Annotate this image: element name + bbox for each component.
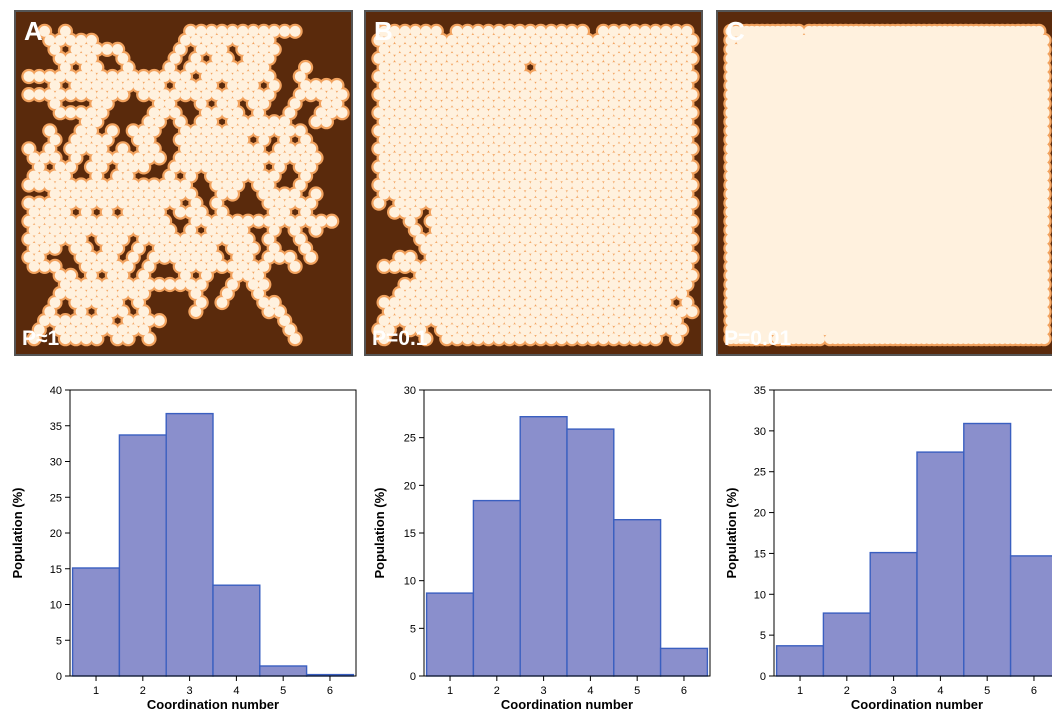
x-tick-label: 4 [587,685,593,697]
cluster-panel-c: C P=0.01 [716,10,1052,356]
cluster-image-c [723,23,1052,347]
y-tick-label: 0 [410,671,416,683]
x-axis-label: Coordination number [851,697,983,712]
y-tick-label: 15 [754,548,766,560]
y-tick-label: 35 [754,385,766,397]
probability-label-b: P=0.1 [372,327,428,350]
y-tick-label: 0 [56,671,62,683]
bar-1 [775,645,825,677]
y-tick-label: 30 [50,457,62,469]
y-tick-label: 10 [404,576,416,588]
y-tick-label: 20 [754,508,766,520]
x-tick-label: 1 [447,685,453,697]
x-tick-label: 5 [634,685,640,697]
x-tick-label: 6 [1031,685,1037,697]
bar-5 [613,518,662,677]
x-tick-label: 4 [233,685,239,697]
bar-4 [916,451,965,677]
bar-5 [963,422,1012,677]
probability-label-a: P≈1 [22,327,60,350]
histogram-a-svg: 0 5 10 15 20 25 30 35 40 1 2 3 4 5 6 Coordination numbe… [10,385,357,712]
y-tick-label: 5 [56,635,62,647]
histogram-b-svg: 0 5 10 15 20 25 30 1 2 3 4 5 6 Coordination number Pop… [372,385,711,712]
bar-3 [519,416,568,677]
histogram-c: 0 5 10 15 20 25 30 35 1 2 3 4 5 6 Coordination number P… [714,370,1052,722]
y-tick-label: 25 [50,492,62,504]
x-tick-label: 5 [280,685,286,697]
cluster-image-b [371,23,700,347]
bar-5 [259,665,308,677]
y-tick-label: 10 [50,600,62,612]
x-tick-label: 2 [494,685,500,697]
y-tick-label: 20 [50,528,62,540]
y-tick-label: 10 [754,589,766,601]
x-tick-label: 1 [797,685,803,697]
x-tick-label: 6 [681,685,687,697]
x-tick-label: 3 [187,685,193,697]
y-axis-label: Population (%) [372,488,387,579]
bar-2 [118,434,167,677]
histogram-c-svg: 0 5 10 15 20 25 30 35 1 2 3 4 5 6 Coordination number P… [724,385,1052,712]
histogram-b: 0 5 10 15 20 25 30 1 2 3 4 5 6 Coordination number Pop… [362,370,712,722]
x-axis-label: Coordination number [501,697,633,712]
y-tick-label: 30 [404,385,416,397]
cluster-panel-a: A P≈1 [14,10,353,356]
cluster-particles [373,25,698,345]
bar-4 [566,428,615,677]
x-axis-label: Coordination number [147,697,279,712]
plot-frame [773,389,1052,677]
cluster-image-a [21,23,350,347]
y-tick-label: 30 [754,426,766,438]
y-tick-label: 0 [760,671,766,683]
probability-label-c: P=0.01 [724,327,792,350]
x-tick-label: 2 [844,685,850,697]
x-tick-label: 3 [891,685,897,697]
cluster-particles [23,25,348,345]
x-tick-label: 3 [541,685,547,697]
y-tick-label: 15 [50,564,62,576]
panel-letter-b: B [374,16,393,46]
x-tick-label: 1 [93,685,99,697]
y-tick-label: 15 [404,528,416,540]
y-tick-label: 40 [50,385,62,397]
y-axis-label: Population (%) [10,488,25,579]
y-tick-label: 25 [754,467,766,479]
y-tick-label: 35 [50,421,62,433]
panel-letter-c: C [726,16,745,46]
y-tick-label: 5 [410,623,416,635]
x-tick-label: 4 [937,685,943,697]
bar-3 [165,412,214,677]
x-tick-label: 6 [327,685,333,697]
bar-6 [1009,555,1052,677]
bar-3 [869,551,918,677]
bar-1 [71,567,121,677]
bar-2 [822,612,871,677]
y-tick-label: 5 [760,630,766,642]
panel-letter-a: A [24,16,43,46]
cluster-panel-b: B P=0.1 [364,10,703,356]
bar-6 [659,647,709,677]
x-tick-label: 2 [140,685,146,697]
bar-1 [425,592,475,677]
y-axis-label: Population (%) [724,488,739,579]
histogram-a: 0 5 10 15 20 25 30 35 40 1 2 3 4 5 6 Coordination numbe… [0,370,360,722]
x-tick-label: 5 [984,685,990,697]
bar-4 [212,584,261,677]
y-tick-label: 20 [404,480,416,492]
y-tick-label: 25 [404,433,416,445]
bar-2 [472,499,521,677]
cluster-particles [725,25,1050,345]
